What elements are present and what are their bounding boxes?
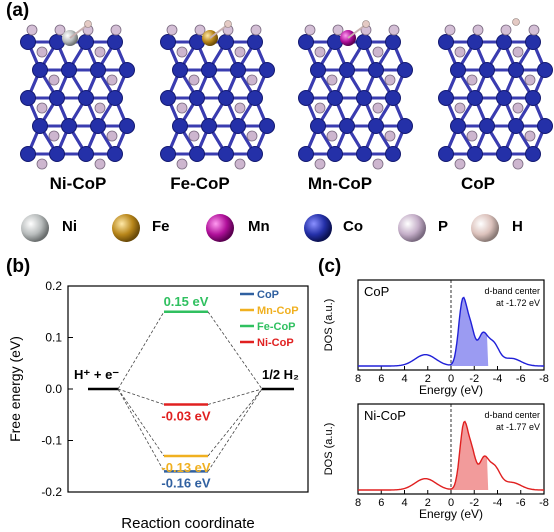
x-axis-label: Reaction coordinate <box>121 515 254 532</box>
connector-ni-cop-in <box>117 388 165 405</box>
structure-name-ni-cop: Ni-CoP <box>49 174 107 193</box>
legend-co: Co <box>343 218 363 235</box>
d-band-annotation-line1: d-band center <box>484 410 540 420</box>
dos-xtick-label: 4 <box>401 497 407 509</box>
structures-svg <box>20 18 553 170</box>
h-atom <box>224 20 232 28</box>
value-label-ni-cop: -0.03 eV <box>161 408 210 423</box>
ytick-label: 0.1 <box>45 331 62 345</box>
dos-xtick-label: 6 <box>378 373 384 385</box>
connector-cop-out <box>207 388 263 472</box>
dos-x-axis-label: Energy (eV) <box>419 507 483 521</box>
dos-curve-cop <box>358 296 544 367</box>
d-band-annotation-line2: at -1.72 eV <box>496 298 540 308</box>
legend-fe: Fe <box>152 218 170 235</box>
ni-atom-sphere <box>21 214 49 242</box>
legend-mn: Mn <box>248 218 270 235</box>
legend-label-mn-cop: Mn-CoP <box>257 305 299 317</box>
dos-xtick-label: 6 <box>378 497 384 509</box>
ytick-label: -0.2 <box>41 485 62 499</box>
panel-b-label: (b) <box>6 256 31 277</box>
mn-atom-sphere <box>206 214 234 242</box>
dos-x-axis-label: Energy (eV) <box>419 383 483 397</box>
dos-material-label-ni-cop: Ni-CoP <box>364 408 406 423</box>
dos-y-axis-label: DOS (a.u.) <box>323 299 335 352</box>
dos-xtick-label: -2 <box>469 497 479 509</box>
ytick-label: 0.2 <box>45 279 62 293</box>
dos-y-axis-label: DOS (a.u.) <box>323 423 335 476</box>
dos-xtick-label: -4 <box>493 497 503 509</box>
structure-name-mn-cop: Mn-CoP <box>307 174 373 193</box>
legend-p: P <box>438 218 449 235</box>
dos-occupied-fill-ni-cop <box>451 421 489 490</box>
slab-cop <box>438 18 553 170</box>
dos-xtick-label: -2 <box>469 373 479 385</box>
legend-label-ni-cop: Ni-CoP <box>257 337 294 349</box>
legend-h: H <box>512 218 523 235</box>
dos-xtick-label: 0 <box>448 373 454 385</box>
value-label-mn-cop: -0.13 eV <box>161 460 210 475</box>
h-atom <box>512 18 520 26</box>
legend-ni: Ni <box>62 218 77 235</box>
dos-curve-ni-cop <box>358 420 544 491</box>
co-atom-sphere <box>304 214 332 242</box>
atom-legend-spheres <box>21 214 499 242</box>
structure-name-fe-cop: Fe-CoP <box>170 174 230 193</box>
connector-ni-cop-out <box>207 388 263 405</box>
connector-mn-cop-out <box>207 388 263 457</box>
value-label-fe-cop: 0.15 eV <box>164 294 209 309</box>
h-atom-sphere <box>471 214 499 242</box>
dos-chart: 8 6 4 2 0 -2 -4 -6 -8 Energy (eV) DOS (a.u.) CoP d-b… <box>323 279 549 521</box>
free-energy-chart: 0.2 0.1 0.0 -0.1 -0.2 Free energy (eV) Reactio… <box>7 279 309 532</box>
dos-xtick-label: -8 <box>539 373 549 385</box>
initial-state-label: H⁺ + e⁻ <box>74 367 119 382</box>
connector-cop-in <box>117 388 165 472</box>
legend-label-cop: CoP <box>257 289 279 301</box>
dos-xtick-label: 0 <box>448 497 454 509</box>
legend-label-fe-cop: Fe-CoP <box>257 321 296 333</box>
slab-mn-cop <box>298 20 413 170</box>
dos-xtick-label: 2 <box>425 497 431 509</box>
connector-mn-cop-in <box>117 388 165 457</box>
dos-xtick-label: 4 <box>401 373 407 385</box>
slab-ni-cop <box>20 20 135 170</box>
y-axis-label: Free energy (eV) <box>7 336 23 442</box>
value-label-cop: -0.16 eV <box>161 475 210 490</box>
ytick-label: 0.0 <box>45 382 62 396</box>
ytick-label: -0.1 <box>41 434 62 448</box>
fe-atom-sphere <box>112 214 140 242</box>
panel-a-label: (a) <box>6 0 30 21</box>
dos-xtick-label: -6 <box>516 497 526 509</box>
structure-name-cop: CoP <box>461 174 495 193</box>
p-atom-sphere <box>398 214 426 242</box>
connector-fe-cop-in <box>117 311 165 390</box>
dos-xtick-label: 2 <box>425 373 431 385</box>
h-atom <box>84 20 92 28</box>
dos-material-label-cop: CoP <box>364 284 389 299</box>
dos-xtick-label: -6 <box>516 373 526 385</box>
d-band-annotation-line2: at -1.77 eV <box>496 422 540 432</box>
d-band-annotation-line1: d-band center <box>484 286 540 296</box>
dos-xtick-label: 8 <box>355 497 361 509</box>
h-atom <box>362 20 370 28</box>
slab-fe-cop <box>160 20 275 170</box>
dos-xtick-label: -4 <box>493 373 503 385</box>
panel-c-label: (c) <box>318 256 342 277</box>
final-state-label: 1/2 H₂ <box>262 367 299 382</box>
dos-xtick-label: 8 <box>355 373 361 385</box>
dos-xtick-label: -8 <box>539 497 549 509</box>
connector-fe-cop-out <box>207 311 263 390</box>
